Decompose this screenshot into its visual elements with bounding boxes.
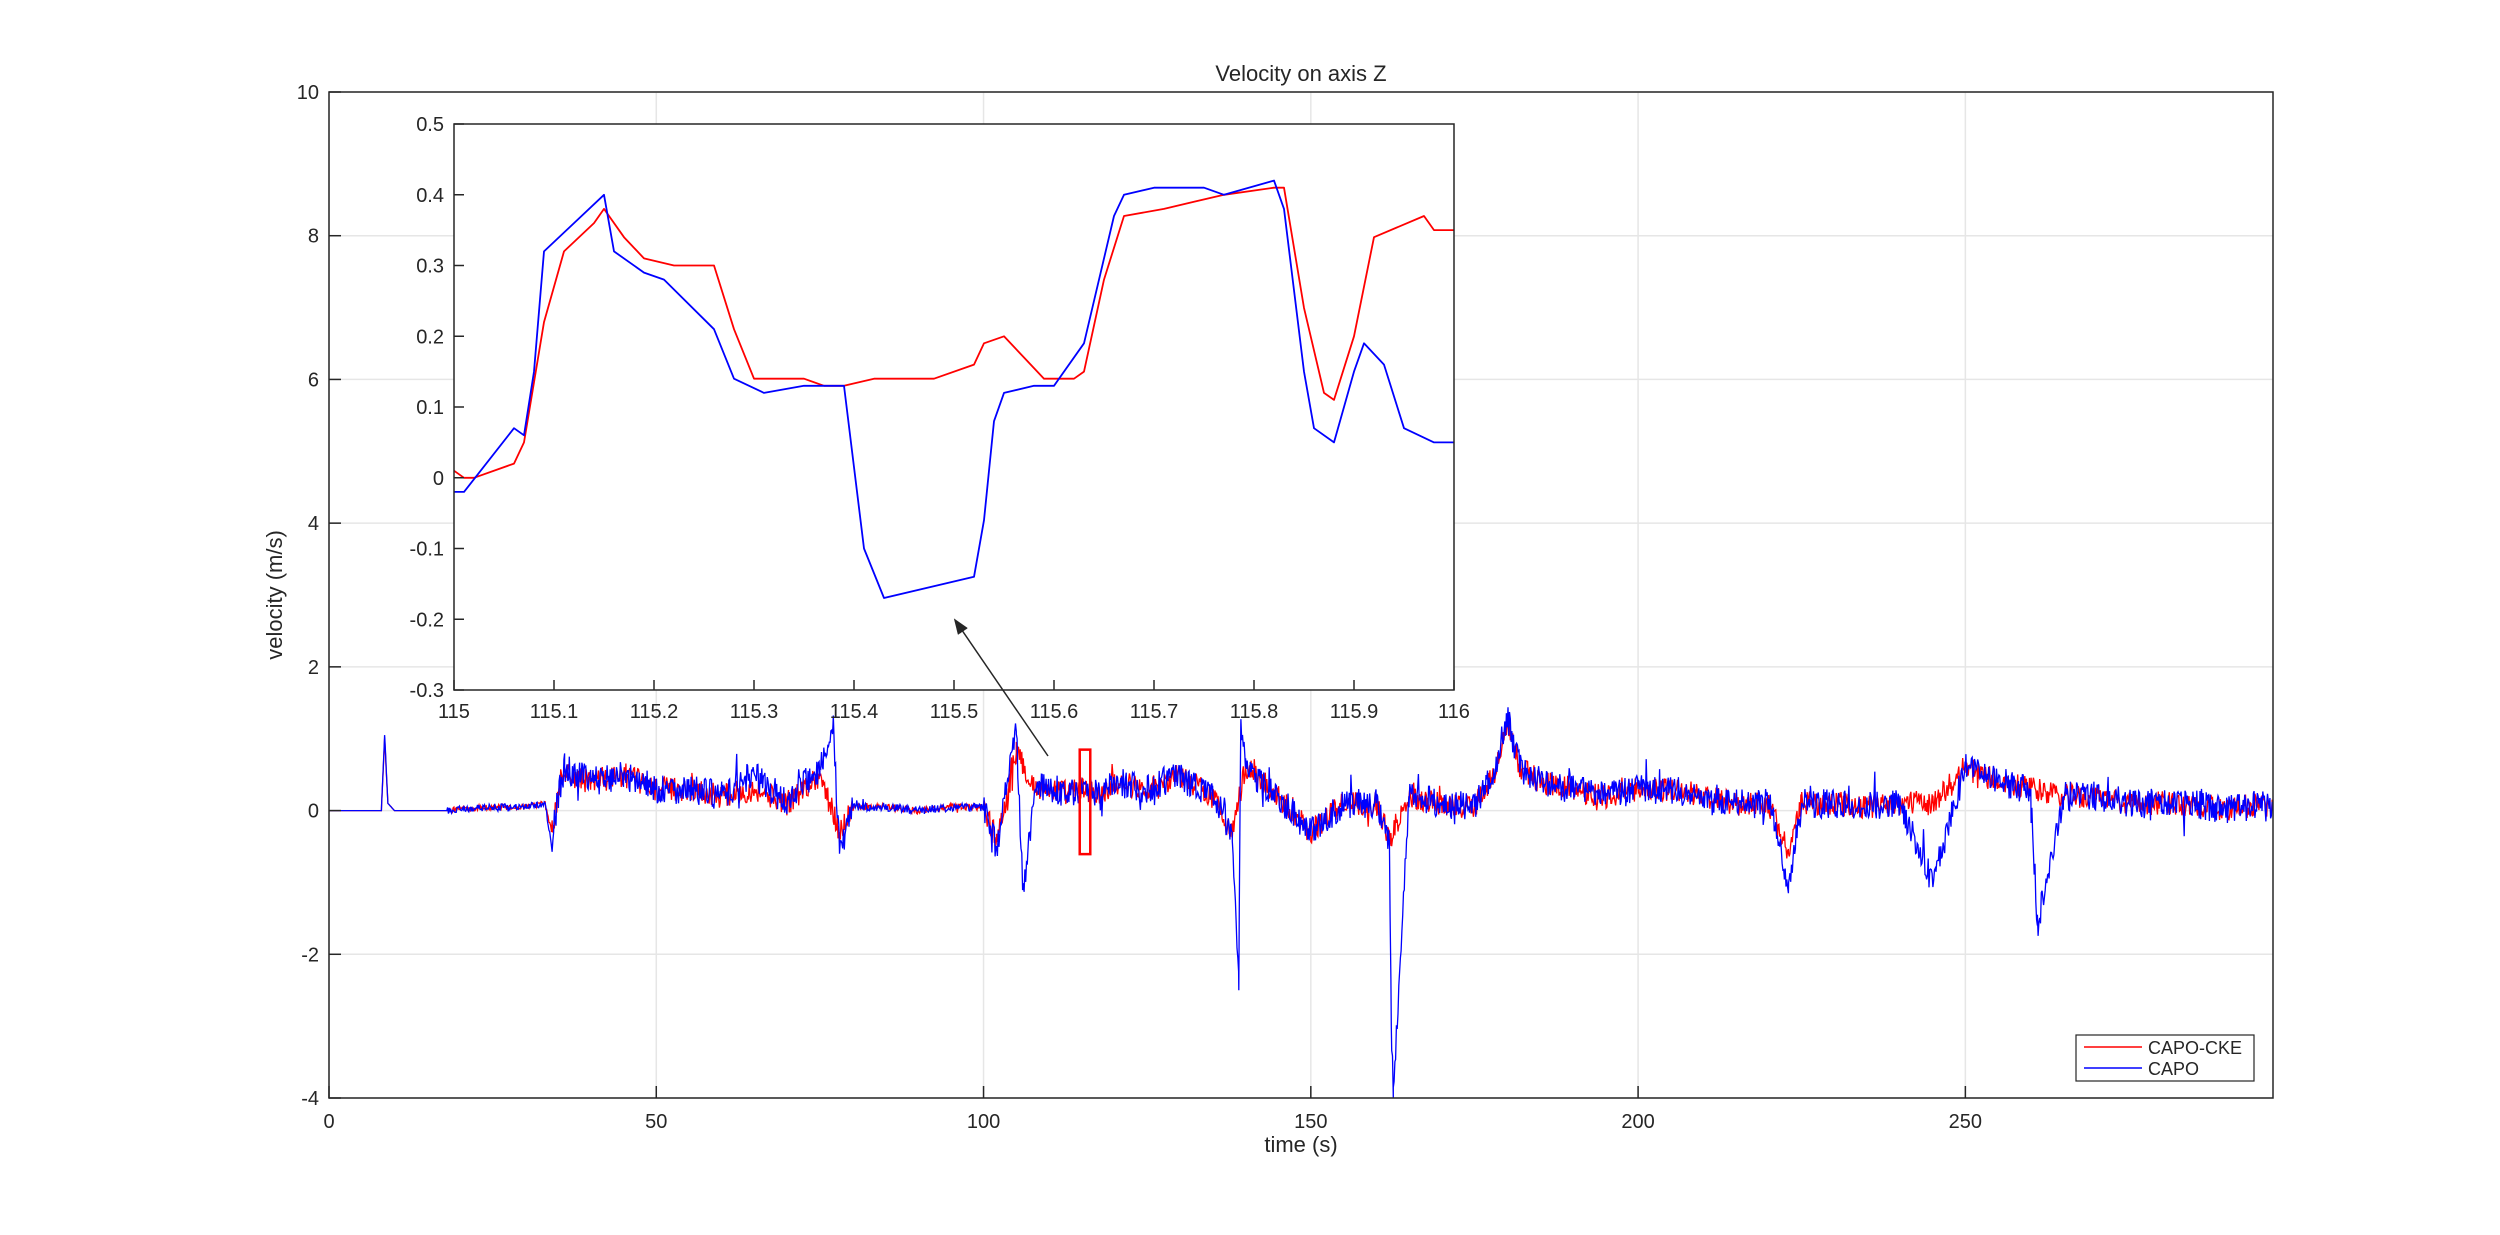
main-y-tick-label: 2 bbox=[308, 657, 319, 679]
inset-series-line-capo-cke bbox=[454, 186, 1454, 479]
inset-x-tick-label: 115.3 bbox=[730, 701, 779, 723]
inset-y-tick-label: 0.2 bbox=[416, 326, 444, 348]
inset-y-tick-label: -0.3 bbox=[410, 680, 444, 702]
main-x-tick-label: 200 bbox=[1621, 1111, 1654, 1133]
main-axes-box bbox=[328, 91, 2274, 1099]
inset-y-tick-label: 0.3 bbox=[416, 256, 444, 278]
main-x-tick-label: 50 bbox=[645, 1111, 667, 1133]
inset-x-tick-label: 115.7 bbox=[1130, 701, 1179, 723]
main-series-group bbox=[329, 707, 2273, 1098]
inset-x-tick-label: 115.4 bbox=[830, 701, 879, 723]
main-y-tick-label: -2 bbox=[301, 944, 319, 966]
inset-x-tick-label: 115.8 bbox=[1230, 701, 1279, 723]
y-axis-label: velocity (m/s) bbox=[262, 530, 287, 660]
main-y-tick-label: 10 bbox=[297, 82, 319, 104]
inset-y-tick-label: -0.1 bbox=[410, 539, 444, 561]
inset-x-tick-label: 115.2 bbox=[630, 701, 679, 723]
inset-plot: 115 115.1 115.2 115.3 115.4 115.5 115.6 115.7 11… bbox=[410, 114, 1470, 723]
inset-x-tick-label: 115.6 bbox=[1030, 701, 1079, 723]
main-y-tick-label: 6 bbox=[308, 369, 319, 391]
inset-x-tick-label: 115 bbox=[438, 701, 470, 723]
zoom-arrow bbox=[953, 618, 1049, 757]
main-y-tick-label: 8 bbox=[308, 226, 319, 248]
main-y-tick-label: -4 bbox=[301, 1088, 319, 1110]
inset-y-tick-label: 0.5 bbox=[416, 114, 444, 136]
main-y-tick-label: 0 bbox=[308, 801, 319, 823]
inset-y-tick-label: -0.2 bbox=[410, 609, 444, 631]
inset-plot-area bbox=[454, 124, 1454, 690]
inset-y-tick-label: 0.1 bbox=[416, 397, 444, 419]
main-x-tick-label: 0 bbox=[323, 1111, 334, 1133]
main-x-tick-label: 250 bbox=[1949, 1111, 1982, 1133]
inset-series-line-capo bbox=[454, 179, 1454, 599]
x-axis-label: time (s) bbox=[1264, 1132, 1337, 1157]
chart-title: Velocity on axis Z bbox=[1215, 61, 1386, 86]
overlay bbox=[953, 618, 1049, 757]
legend-box bbox=[2075, 1034, 2255, 1082]
main-x-tick-label: 150 bbox=[1294, 1111, 1327, 1133]
legend-label-capo: CAPO bbox=[2148, 1059, 2199, 1079]
main-series-line-capo bbox=[329, 707, 2273, 1098]
inset-y-tick-label: 0.4 bbox=[416, 185, 444, 207]
inset-x-tick-label: 115.1 bbox=[530, 701, 579, 723]
legend-label-capo-cke: CAPO-CKE bbox=[2148, 1038, 2242, 1058]
inset-x-tick-label: 116 bbox=[1438, 701, 1470, 723]
inset-series-group bbox=[454, 179, 1454, 599]
inset-x-tick-label: 115.5 bbox=[930, 701, 979, 723]
inset-y-tick-label: 0 bbox=[433, 468, 444, 490]
main-x-tick-label: 100 bbox=[967, 1111, 1000, 1133]
inset-x-tick-label: 115.9 bbox=[1330, 701, 1379, 723]
zoom-highlight-box bbox=[1078, 748, 1092, 856]
main-y-tick-label: 4 bbox=[308, 513, 319, 535]
